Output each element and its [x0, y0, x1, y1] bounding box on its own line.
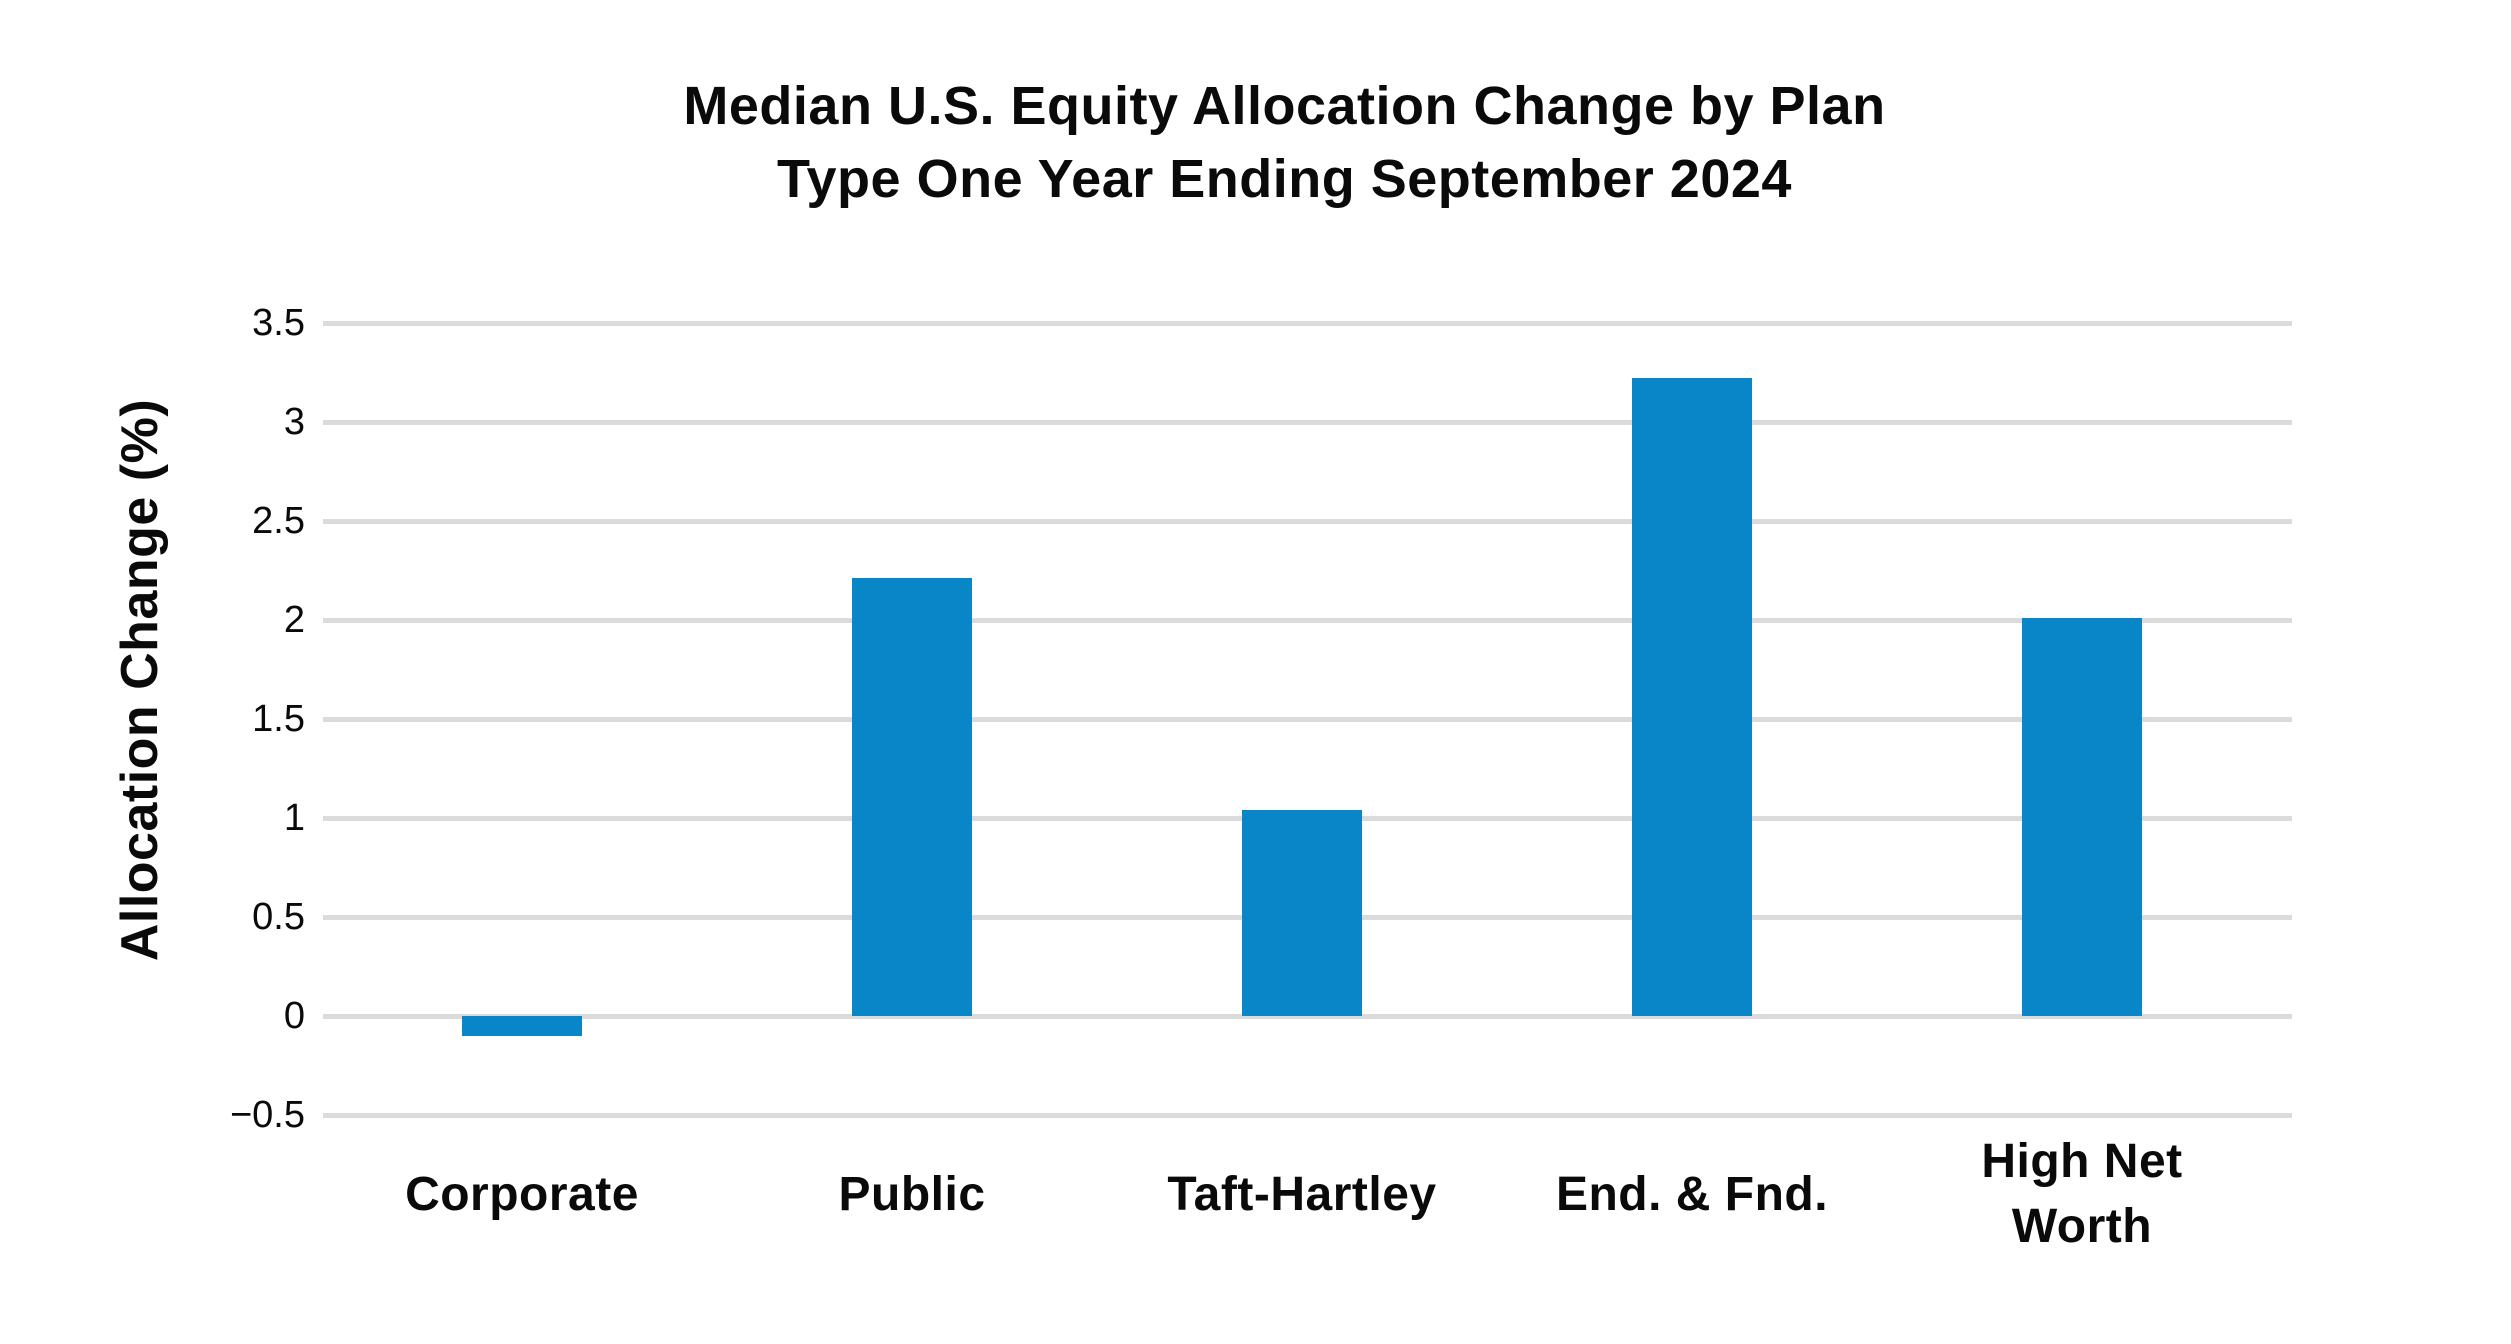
gridline	[323, 617, 2292, 623]
chart-title-line-1: Median U.S. Equity Allocation Change by …	[683, 76, 1886, 136]
y-tick-label: −0.5	[229, 1094, 305, 1136]
chart-title-line-2: Type One Year Ending September 2024	[777, 148, 1792, 209]
gridline	[323, 419, 2292, 425]
x-axis-label-end-fnd-: End. & Fnd.	[1555, 1167, 1829, 1221]
bar-taft-hartley	[1242, 810, 1362, 1016]
y-tick-label: 2	[283, 599, 305, 641]
y-tick-label: 2.5	[252, 500, 305, 542]
gridline	[323, 518, 2292, 524]
bar-public	[852, 578, 972, 1016]
y-tick-label: 1	[283, 797, 305, 839]
y-tick-label: 1.5	[252, 698, 305, 740]
x-axis-label-public: Public	[838, 1167, 986, 1221]
y-tick-label: 0.5	[252, 896, 305, 938]
gridline	[323, 320, 2292, 326]
y-tick-label: 3	[283, 401, 305, 443]
x-axis-label-taft-hartley: Taft-Hartley	[1167, 1167, 1437, 1221]
bar-high-net-worth	[2022, 618, 2142, 1016]
plot-area	[323, 320, 2292, 1118]
x-axis-label-high-net-worth: High Net Worth	[1981, 1135, 2183, 1253]
bar-corporate	[462, 1016, 582, 1036]
gridline	[323, 1013, 2292, 1019]
gridline	[323, 1112, 2292, 1118]
bar-end-fnd-	[1632, 378, 1752, 1016]
x-axis-label-corporate: Corporate	[405, 1167, 639, 1221]
y-tick-label: 0	[283, 995, 305, 1037]
y-tick-label: 3.5	[252, 302, 305, 344]
chart-title: Median U.S. Equity Allocation Change by …	[300, 70, 2269, 216]
gridline	[323, 716, 2292, 722]
